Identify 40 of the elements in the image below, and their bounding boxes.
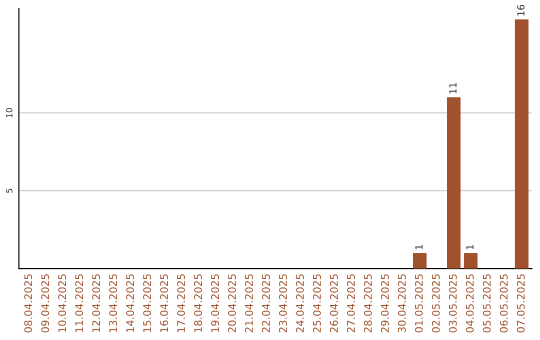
x-tick-label: 26.04.2025 [330,274,338,332]
y-tick-label: 10 [6,108,12,118]
x-tick-label: 20.04.2025 [228,274,236,332]
x-tick-label: 21.04.2025 [245,274,253,332]
x-tick-label: 27.04.2025 [346,274,355,332]
data-label: 16 [517,4,525,16]
bar [514,19,529,269]
x-tick-label: 16.04.2025 [160,274,168,332]
data-label: 11 [449,83,456,94]
x-tick-label: 04.05.2025 [466,274,474,332]
x-tick-label: 02.05.2025 [432,274,440,332]
x-tick-label: 28.04.2025 [364,274,372,332]
y-tick-label: 5 [6,188,12,193]
x-tick-label: 29.04.2025 [380,274,389,332]
x-tick-label: 24.04.2025 [296,274,304,332]
x-tick-label: 05.05.2025 [482,274,491,332]
x-tick-label: 30.04.2025 [398,274,406,332]
x-tick-label: 25.04.2025 [313,274,321,332]
x-tick-label: 10.04.2025 [58,274,66,332]
x-tick-label: 06.05.2025 [500,274,508,332]
x-tick-label: 19.04.2025 [211,274,219,332]
x-tick-label: 08.04.2025 [24,274,32,332]
x-tick-label: 22.04.2025 [262,274,270,332]
x-tick-label: 18.04.2025 [194,274,202,332]
data-label: 1 [466,244,474,250]
bar [464,253,478,269]
bar [412,253,427,269]
x-tick-label: 11.04.2025 [75,274,84,332]
x-tick-label: 14.04.2025 [126,274,134,332]
bar [446,97,461,269]
x-tick-label: 07.05.2025 [516,274,525,332]
x-tick-label: 03.05.2025 [448,274,457,332]
x-tick-label: 13.04.2025 [109,274,118,332]
x-tick-label: 09.04.2025 [41,274,50,332]
x-tick-label: 15.04.2025 [143,274,152,332]
x-tick-label: 23.04.2025 [279,274,287,332]
x-tick-label: 12.04.2025 [92,274,100,332]
x-tick-label: 01.05.2025 [414,274,423,332]
x-tick-label: 17.04.2025 [177,274,185,332]
data-label: 1 [415,244,422,250]
